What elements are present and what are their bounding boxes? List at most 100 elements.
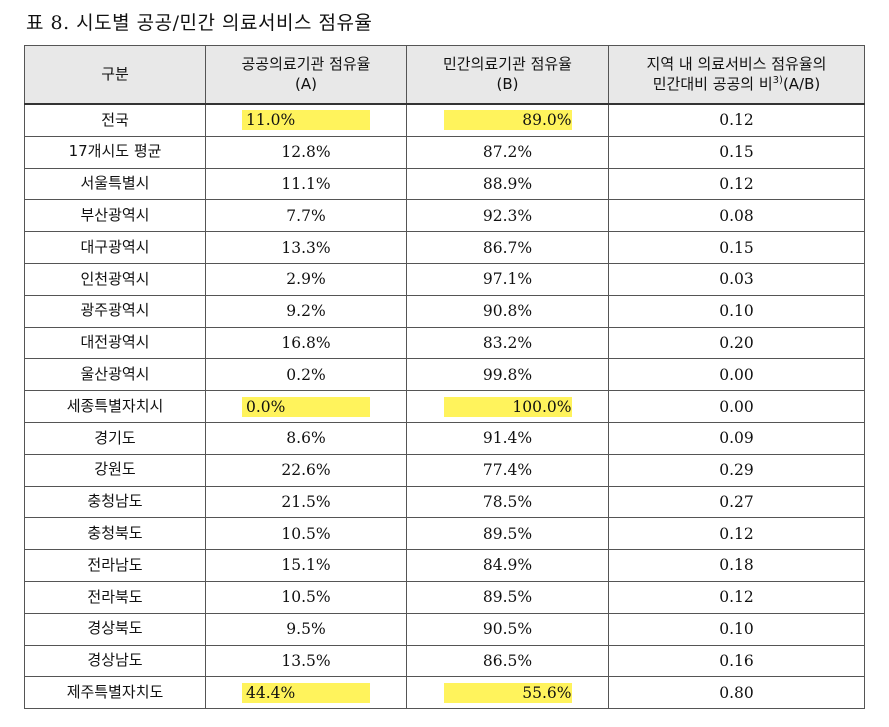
table-row: 부산광역시 7.7% 92.3% 0.08 bbox=[24, 199, 865, 233]
header-ratio-line2b: (A/B) bbox=[782, 75, 821, 93]
cell-public-share: 22.6% bbox=[205, 453, 407, 487]
cell-ratio-value: 0.00 bbox=[719, 397, 754, 416]
cell-public-share-value: 13.5% bbox=[281, 651, 331, 670]
header-ratio-line1: 지역 내 의료서비스 점유율의 bbox=[646, 54, 827, 73]
cell-public-share: 13.3% bbox=[205, 231, 407, 264]
header-category-label: 구분 bbox=[101, 64, 129, 83]
cell-public-share-value: 12.8% bbox=[281, 143, 331, 162]
table-row: 17개시도 평균 12.8% 87.2% 0.15 bbox=[24, 135, 865, 169]
cell-region: 제주특별자치도 bbox=[24, 676, 206, 710]
cell-public-share-value: 15.1% bbox=[281, 556, 331, 575]
cell-region-value: 광주광역시 bbox=[80, 301, 150, 320]
header-row: 구분 공공의료기관 점유율 (A) 민간의료기관 점유율 (B) 지역 내 의료… bbox=[24, 45, 865, 105]
cell-region-value: 경기도 bbox=[94, 428, 136, 447]
cell-private-share: 78.5% bbox=[406, 485, 609, 519]
cell-private-share: 90.5% bbox=[406, 612, 609, 646]
cell-region-value: 인천광역시 bbox=[80, 269, 150, 288]
cell-private-share: 77.4% bbox=[406, 453, 609, 487]
cell-private-share: 87.2% bbox=[406, 135, 609, 169]
cell-public-share: 10.5% bbox=[205, 517, 407, 551]
cell-private-share: 83.2% bbox=[406, 326, 609, 360]
cell-ratio: 0.80 bbox=[608, 676, 865, 710]
cell-private-share-value: 89.5% bbox=[482, 524, 533, 543]
cell-ratio: 0.29 bbox=[608, 453, 865, 487]
cell-public-share: 8.6% bbox=[205, 421, 407, 455]
cell-private-share-value: 86.5% bbox=[482, 651, 533, 670]
cell-region: 충청남도 bbox=[24, 485, 206, 519]
header-category: 구분 bbox=[24, 45, 206, 105]
cell-region-value: 세종특별자치시 bbox=[66, 396, 164, 415]
cell-ratio: 0.27 bbox=[608, 485, 865, 519]
cell-private-share: 99.8% bbox=[406, 358, 609, 392]
cell-private-share-value: 78.5% bbox=[482, 492, 533, 511]
cell-region-value: 서울특별시 bbox=[80, 174, 150, 193]
cell-region-value: 전라남도 bbox=[87, 555, 143, 574]
cell-region: 세종특별자치시 bbox=[24, 390, 206, 423]
cell-public-share-value: 44.4% bbox=[242, 682, 370, 703]
cell-private-share: 100.0% bbox=[406, 390, 609, 423]
cell-private-share-value: 55.6% bbox=[443, 682, 572, 703]
cell-ratio: 0.10 bbox=[608, 612, 865, 646]
cell-public-share-value: 22.6% bbox=[281, 461, 331, 480]
cell-region: 광주광역시 bbox=[24, 294, 206, 328]
cell-private-share: 90.8% bbox=[406, 294, 609, 328]
table-row: 서울특별시 11.1% 88.9% 0.12 bbox=[24, 167, 865, 201]
cell-region-value: 전라북도 bbox=[87, 587, 143, 606]
cell-region-value: 경상북도 bbox=[87, 619, 143, 638]
cell-region-value: 전국 bbox=[101, 110, 129, 129]
cell-private-share-value: 84.9% bbox=[482, 556, 533, 575]
cell-region: 강원도 bbox=[24, 453, 206, 487]
table-row: 인천광역시 2.9% 97.1% 0.03 bbox=[24, 262, 865, 296]
cell-ratio: 0.12 bbox=[608, 103, 865, 137]
cell-public-share-value: 16.8% bbox=[281, 333, 331, 352]
cell-ratio: 0.20 bbox=[608, 326, 865, 360]
cell-private-share-value: 77.4% bbox=[482, 461, 533, 480]
cell-region: 전라남도 bbox=[24, 549, 206, 582]
cell-public-share-value: 0.2% bbox=[286, 365, 326, 384]
cell-private-share: 86.5% bbox=[406, 644, 609, 678]
cell-public-share-value: 0.0% bbox=[242, 396, 370, 417]
cell-private-share-value: 87.2% bbox=[482, 143, 533, 162]
cell-public-share: 2.9% bbox=[205, 262, 407, 296]
cell-ratio-value: 0.10 bbox=[719, 620, 754, 639]
cell-region: 전라북도 bbox=[24, 580, 206, 614]
cell-private-share-value: 88.9% bbox=[482, 174, 533, 193]
cell-ratio-value: 0.16 bbox=[719, 651, 754, 670]
cell-public-share-value: 9.5% bbox=[286, 620, 326, 639]
cell-ratio-value: 0.09 bbox=[719, 429, 754, 448]
cell-private-share-value: 92.3% bbox=[482, 206, 533, 225]
cell-region: 경상남도 bbox=[24, 644, 206, 678]
cell-public-share: 21.5% bbox=[205, 485, 407, 519]
cell-region-value: 대전광역시 bbox=[80, 333, 150, 352]
cell-private-share: 92.3% bbox=[406, 199, 609, 233]
cell-ratio: 0.12 bbox=[608, 167, 865, 201]
cell-public-share: 13.5% bbox=[205, 644, 407, 678]
table-row: 경기도 8.6% 91.4% 0.09 bbox=[24, 421, 865, 455]
cell-region: 17개시도 평균 bbox=[24, 135, 206, 169]
header-ratio: 지역 내 의료서비스 점유율의 민간대비 공공의 비3)(A/B) bbox=[608, 45, 865, 105]
table-row: 세종특별자치시 0.0% 100.0% 0.00 bbox=[24, 390, 865, 423]
cell-region-value: 17개시도 평균 bbox=[68, 142, 162, 161]
cell-private-share: 89.0% bbox=[406, 103, 609, 137]
table-row: 충청북도 10.5% 89.5% 0.12 bbox=[24, 517, 865, 551]
cell-region-value: 부산광역시 bbox=[80, 206, 150, 225]
cell-private-share: 97.1% bbox=[406, 262, 609, 296]
table-row: 경상북도 9.5% 90.5% 0.10 bbox=[24, 612, 865, 646]
cell-ratio: 0.15 bbox=[608, 231, 865, 264]
cell-ratio-value: 0.29 bbox=[719, 461, 754, 480]
cell-ratio-value: 0.12 bbox=[719, 588, 754, 607]
cell-ratio: 0.12 bbox=[608, 517, 865, 551]
cell-ratio-value: 0.00 bbox=[719, 365, 754, 384]
cell-ratio-value: 0.03 bbox=[719, 270, 754, 289]
cell-ratio-value: 0.12 bbox=[719, 111, 754, 130]
cell-private-share-value: 89.5% bbox=[482, 588, 533, 607]
cell-region: 경기도 bbox=[24, 421, 206, 455]
header-private-share: 민간의료기관 점유율 (B) bbox=[406, 45, 609, 105]
cell-ratio: 0.00 bbox=[608, 358, 865, 392]
table-row: 전라북도 10.5% 89.5% 0.12 bbox=[24, 580, 865, 614]
cell-region-value: 경상남도 bbox=[87, 651, 143, 670]
cell-public-share-value: 2.9% bbox=[286, 270, 326, 289]
table-row: 충청남도 21.5% 78.5% 0.27 bbox=[24, 485, 865, 519]
cell-region-value: 대구광역시 bbox=[80, 237, 150, 256]
cell-ratio: 0.09 bbox=[608, 421, 865, 455]
